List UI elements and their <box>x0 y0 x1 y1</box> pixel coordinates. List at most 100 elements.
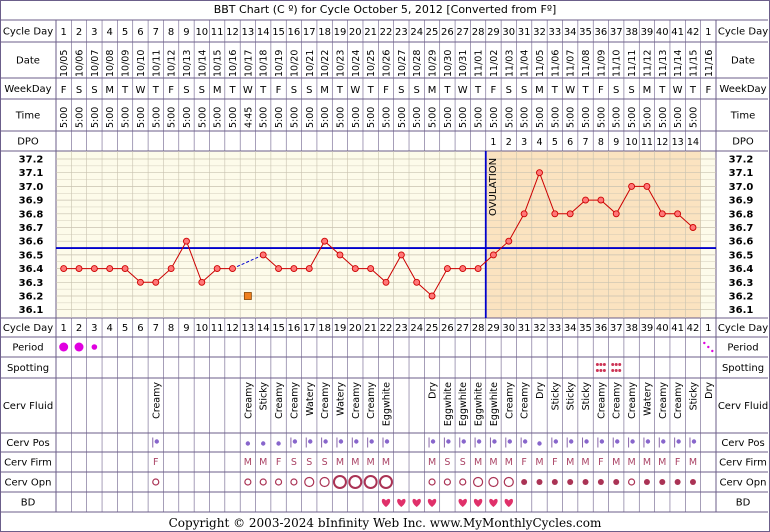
y-tick-label: 36.7 <box>19 223 44 234</box>
cerv-fluid-cell: Creamy <box>627 382 638 419</box>
y-tick-label: 37.2 <box>19 155 44 166</box>
cerv-firm-cell: M <box>259 457 267 468</box>
cerv-pos-marker <box>691 439 697 444</box>
weekday-cell: F <box>598 85 604 96</box>
row-label-cerv-fluid: Cerv Fluid <box>3 401 53 412</box>
spotting-marker <box>611 369 615 372</box>
cerv-fluid-cell: Creamy <box>673 382 684 419</box>
cerv-fluid-cell: Creamy <box>612 382 623 419</box>
cerv-firm-cell: M <box>581 457 589 468</box>
date-cell: 11/15 <box>688 50 699 77</box>
time-cell: 5:00 <box>612 107 623 128</box>
dpo-cell: 3 <box>521 137 527 148</box>
cerv-pos-marker <box>645 439 651 444</box>
cycle-day-cell: 38 <box>625 27 638 38</box>
time-cell: 5:00 <box>105 107 116 128</box>
weekday-cell: T <box>367 85 375 96</box>
cycle-day-cell: 31 <box>518 323 531 334</box>
cerv-opn-marker <box>244 478 252 486</box>
cycle-day-cell: 40 <box>656 323 669 334</box>
cerv-firm-cell: M <box>428 457 436 468</box>
temperature-point <box>397 251 405 259</box>
temperature-point <box>459 265 467 273</box>
cerv-firm-cell: M <box>658 457 666 468</box>
cerv-fluid-cell: Watery <box>305 382 316 416</box>
cerv-opn-marker <box>536 479 543 485</box>
weekday-cell: S <box>398 85 404 96</box>
temperature-point <box>75 265 83 273</box>
date-cell: 10/24 <box>351 50 362 77</box>
cycle-day-cell: 15 <box>272 27 285 38</box>
time-cell: 4:45 <box>243 107 254 128</box>
dpo-cell: 4 <box>536 137 542 148</box>
cerv-pos-marker <box>615 439 620 444</box>
temperature-point <box>136 278 144 286</box>
time-cell: 5:00 <box>213 107 224 128</box>
cerv-firm-cell: S <box>444 457 450 468</box>
y-tick-label: 37.0 <box>19 182 44 193</box>
dpo-cell: 6 <box>567 137 573 148</box>
cerv-opn-marker <box>332 475 347 489</box>
row-label-cerv-pos: Cerv Pos <box>6 438 49 449</box>
cerv-pos-marker <box>553 439 559 444</box>
dpo-cell: 12 <box>656 137 668 148</box>
cycle-day-cell: 11 <box>211 27 224 38</box>
cerv-firm-cell: M <box>689 457 697 468</box>
weekday-cell: S <box>306 85 312 96</box>
temperature-point <box>628 182 636 190</box>
cerv-fluid-cell: Sticky <box>259 382 270 411</box>
cerv-opn-marker <box>259 478 267 486</box>
cerv-opn-marker <box>597 479 604 485</box>
date-cell: 10/29 <box>428 50 439 77</box>
row-label-cerv-firm: Cerv Firm <box>4 458 52 469</box>
weekday-cell: M <box>320 85 329 96</box>
time-cell: 5:00 <box>397 107 408 128</box>
weekday-cell: W <box>458 85 468 96</box>
temperature-point <box>566 210 574 218</box>
cerv-pos-marker <box>276 441 281 446</box>
cycle-day-cell: 32 <box>533 323 546 334</box>
period-marker <box>91 344 98 350</box>
temperature-point <box>597 196 605 204</box>
date-cell: 11/16 <box>704 50 715 77</box>
dpo-cell: 7 <box>583 137 589 148</box>
cerv-pos-marker <box>292 439 298 444</box>
cerv-fluid-cell: Creamy <box>243 382 254 419</box>
temperature-point <box>90 265 98 273</box>
cycle-day-cell: 37 <box>610 323 623 334</box>
time-cell: 5:00 <box>673 107 684 128</box>
weekday-cell: W <box>350 85 360 96</box>
cycle-day-cell: 39 <box>641 27 654 38</box>
time-cell: 5:00 <box>59 107 70 128</box>
date-cell: 10/09 <box>121 50 132 77</box>
cerv-fluid-cell: Sticky <box>566 382 577 411</box>
cycle-day-cell: 17 <box>303 323 316 334</box>
weekday-cell: S <box>76 85 82 96</box>
y-tick-label-right: 36.6 <box>729 237 754 248</box>
date-cell: 11/02 <box>489 50 500 77</box>
cycle-day-cell: 21 <box>364 323 377 334</box>
spotting-marker <box>618 369 622 372</box>
time-cell: 5:00 <box>412 107 423 128</box>
time-cell: 5:00 <box>458 107 469 128</box>
cerv-fluid-cell: Creamy <box>520 382 531 419</box>
cycle-day-cell: 4 <box>107 323 113 334</box>
date-cell: 11/09 <box>596 50 607 77</box>
cerv-opn-marker <box>582 479 589 485</box>
weekday-cell: M <box>105 85 114 96</box>
weekday-cell: M <box>213 85 222 96</box>
cerv-firm-cell: M <box>505 457 513 468</box>
temperature-point <box>183 237 190 245</box>
y-tick-label: 36.9 <box>19 196 44 207</box>
cerv-opn-marker <box>503 476 514 488</box>
time-cell: 5:00 <box>489 107 500 128</box>
temperature-point <box>305 265 313 273</box>
date-cell: 10/05 <box>59 50 70 77</box>
temperature-point <box>213 265 221 273</box>
cycle-day-cell: 17 <box>303 27 316 38</box>
cycle-day-cell: 22 <box>380 323 393 334</box>
y-tick-label: 36.1 <box>19 305 44 316</box>
weekday-cell: S <box>91 85 97 96</box>
bd-heart-icon <box>427 498 437 507</box>
